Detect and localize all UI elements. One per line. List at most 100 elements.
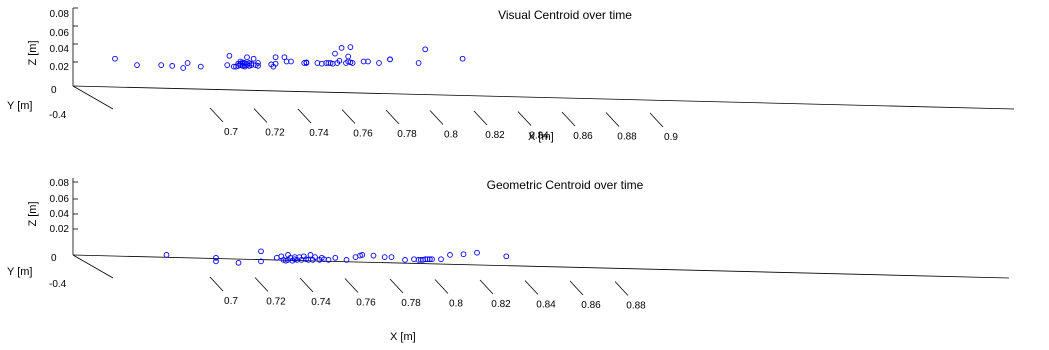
x-axis-label: X [m] (528, 131, 554, 143)
data-point (303, 59, 310, 66)
data-points (112, 44, 466, 71)
z-tick-label: 0.02 (50, 62, 70, 73)
data-point (244, 54, 250, 61)
x-axis-label: X [m] (390, 331, 416, 343)
x-tick (649, 112, 664, 128)
z-tick-label: 0.08 (50, 9, 70, 20)
data-point (112, 55, 118, 62)
x-tick-label: 0.74 (309, 128, 329, 139)
data-points (163, 248, 510, 266)
x-tick (479, 279, 494, 295)
plot-title: Visual Centroid over time (498, 8, 632, 22)
data-point (365, 58, 371, 65)
data-point (370, 252, 377, 259)
data-point (255, 60, 261, 66)
x-tick (209, 107, 224, 123)
data-point (169, 63, 176, 69)
x-axis-line (72, 85, 1015, 110)
x-tick-label: 0.7 (224, 296, 238, 307)
z-tick-label: 0.02 (50, 224, 70, 235)
data-point (332, 50, 338, 57)
x-ticks: 0.7 0.72 0.74 0.76 0.78 0.8 0.82 0.84 0.86 0.88 0.… (209, 107, 678, 143)
z-tick-label: 0.04 (50, 44, 70, 55)
data-point (343, 257, 350, 263)
y-tick-label: -0.4 (49, 279, 67, 290)
x-tick-label: 0.88 (617, 132, 637, 143)
z-axis-label: Z [m] (27, 201, 39, 226)
data-point (411, 256, 417, 263)
x-tick-label: 0.84 (536, 300, 556, 311)
data-point (447, 252, 453, 258)
data-point (250, 55, 257, 62)
data-point (438, 256, 444, 263)
x-tick (253, 108, 268, 123)
data-point (359, 252, 366, 258)
x-ticks: 0.7 0.72 0.74 0.76 0.78 0.8 0.82 0.84 0.86 0.88 (209, 276, 646, 312)
x-tick-label: 0.84 (529, 131, 549, 142)
x-tick-label: 0.82 (491, 299, 511, 310)
x-tick-label: 0.78 (401, 298, 421, 309)
data-point (255, 63, 261, 69)
x-tick-label: 0.76 (353, 129, 373, 140)
z-tick-label: 0.06 (50, 194, 70, 205)
x-tick-label: 0.8 (444, 130, 458, 141)
data-point (258, 258, 264, 265)
y-tick-label: -0.4 (49, 110, 67, 121)
data-point (388, 254, 395, 260)
data-point (402, 257, 408, 263)
data-point (224, 62, 231, 68)
data-point (180, 65, 187, 71)
data-point (258, 248, 264, 255)
geometric-centroid-plot: Geometric Centroid over time 0.08 0.06 0… (7, 178, 1010, 343)
data-point (303, 256, 309, 263)
x-tick (473, 110, 488, 126)
data-point (213, 258, 219, 265)
data-point (197, 63, 204, 70)
x-tick (614, 281, 629, 296)
data-point (332, 254, 339, 261)
y-tick-label: 0 (51, 253, 57, 264)
data-point (459, 55, 466, 62)
data-point (272, 54, 279, 61)
data-point (349, 60, 356, 66)
x-tick (434, 279, 449, 294)
x-tick-label: 0.8 (449, 299, 463, 310)
x-tick (297, 108, 312, 124)
z-axis-label: Z [m] (27, 40, 39, 65)
data-point (426, 256, 433, 263)
z-tick-label: 0.06 (50, 28, 70, 39)
z-tick-label: 0.04 (50, 209, 70, 220)
x-tick (561, 111, 576, 127)
data-point (460, 251, 467, 258)
x-tick (524, 280, 539, 295)
x-tick-label: 0.86 (581, 300, 601, 311)
y-axis-line (72, 85, 114, 110)
data-point (307, 252, 314, 258)
x-axis-line (72, 254, 1010, 279)
data-point (381, 254, 388, 260)
x-tick (569, 280, 584, 296)
data-point (134, 62, 140, 68)
data-point (281, 54, 288, 61)
data-point (422, 46, 429, 53)
data-point (184, 60, 191, 66)
data-point (387, 56, 393, 63)
y-axis-label: Y [m] (7, 266, 32, 278)
x-tick (389, 278, 404, 294)
x-tick (344, 278, 359, 293)
data-point (158, 62, 165, 68)
data-point (338, 45, 345, 51)
x-tick (385, 109, 400, 125)
y-tick-label: 0 (51, 85, 57, 96)
data-point (235, 259, 242, 266)
visual-centroid-plot: Visual Centroid over time 0.08 0.06 0.04… (7, 7, 1015, 143)
x-tick (299, 277, 314, 293)
data-point (376, 60, 382, 66)
data-point (226, 52, 233, 59)
data-point (357, 252, 363, 259)
data-point (163, 252, 170, 258)
x-tick-label: 0.76 (356, 298, 376, 309)
x-tick (429, 110, 444, 125)
data-point (272, 60, 279, 67)
